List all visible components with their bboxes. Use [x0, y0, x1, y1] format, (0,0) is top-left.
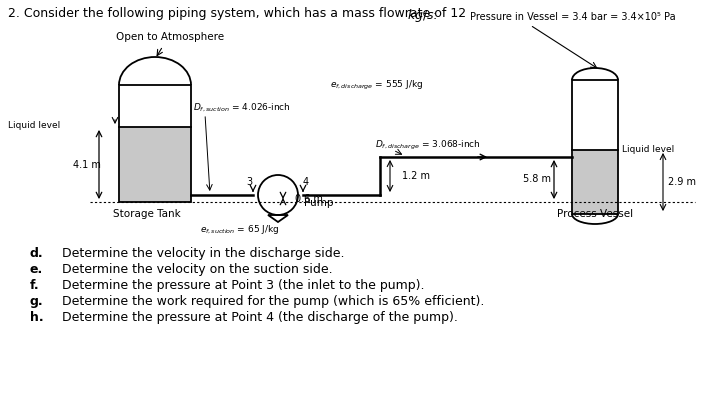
Bar	[119, 85, 191, 202]
Text: 2. Consider the following piping system, which has a mass flowrate of 12: 2. Consider the following piping system,…	[8, 7, 470, 20]
Text: Determine the pressure at Point 4 (the discharge of the pump).: Determine the pressure at Point 4 (the d…	[62, 311, 458, 324]
Text: Open to Atmosphere: Open to Atmosphere	[116, 32, 224, 42]
Bar	[120, 127, 191, 201]
Text: $e_{f,discharge}$ = 555 J/kg: $e_{f,discharge}$ = 555 J/kg	[330, 78, 423, 92]
Text: Storage Tank: Storage Tank	[113, 209, 181, 219]
Text: Determine the pressure at Point 3 (the inlet to the pump).: Determine the pressure at Point 3 (the i…	[62, 279, 425, 292]
Text: Liquid level: Liquid level	[8, 122, 60, 130]
Text: Pump: Pump	[304, 198, 333, 208]
Bar	[572, 149, 618, 214]
Text: h.: h.	[30, 311, 44, 324]
Text: 3: 3	[246, 177, 252, 187]
Text: $D_{f,suction}$ = 4.026-inch: $D_{f,suction}$ = 4.026-inch	[193, 102, 291, 114]
Text: $D_{f,discharge}$ = 3.068-inch: $D_{f,discharge}$ = 3.068-inch	[375, 138, 481, 152]
Text: Liquid level: Liquid level	[622, 145, 674, 154]
Text: 4: 4	[303, 177, 309, 187]
Text: 5.8 m: 5.8 m	[523, 175, 551, 184]
Text: f.: f.	[30, 279, 40, 292]
Text: g.: g.	[30, 295, 44, 308]
Text: e.: e.	[30, 263, 43, 276]
Text: Pressure in Vessel = 3.4 bar = 3.4×10⁵ Pa: Pressure in Vessel = 3.4 bar = 3.4×10⁵ P…	[470, 12, 675, 22]
Text: 4.1 m: 4.1 m	[73, 160, 101, 169]
Text: Process Vessel: Process Vessel	[557, 209, 633, 219]
Text: Determine the velocity on the suction side.: Determine the velocity on the suction si…	[62, 263, 333, 276]
Text: 2.9 m: 2.9 m	[668, 177, 696, 187]
Bar	[572, 80, 618, 214]
Text: $kg/s$:: $kg/s$:	[407, 7, 438, 24]
Text: Determine the work required for the pump (which is 65% efficient).: Determine the work required for the pump…	[62, 295, 485, 308]
Text: $e_{f, suction}$ = 65 J/kg: $e_{f, suction}$ = 65 J/kg	[200, 223, 279, 236]
Text: 1.2 m: 1.2 m	[402, 171, 430, 181]
Text: 0.6 m: 0.6 m	[295, 194, 323, 203]
Text: Determine the velocity in the discharge side.: Determine the velocity in the discharge …	[62, 247, 344, 260]
Text: d.: d.	[30, 247, 44, 260]
